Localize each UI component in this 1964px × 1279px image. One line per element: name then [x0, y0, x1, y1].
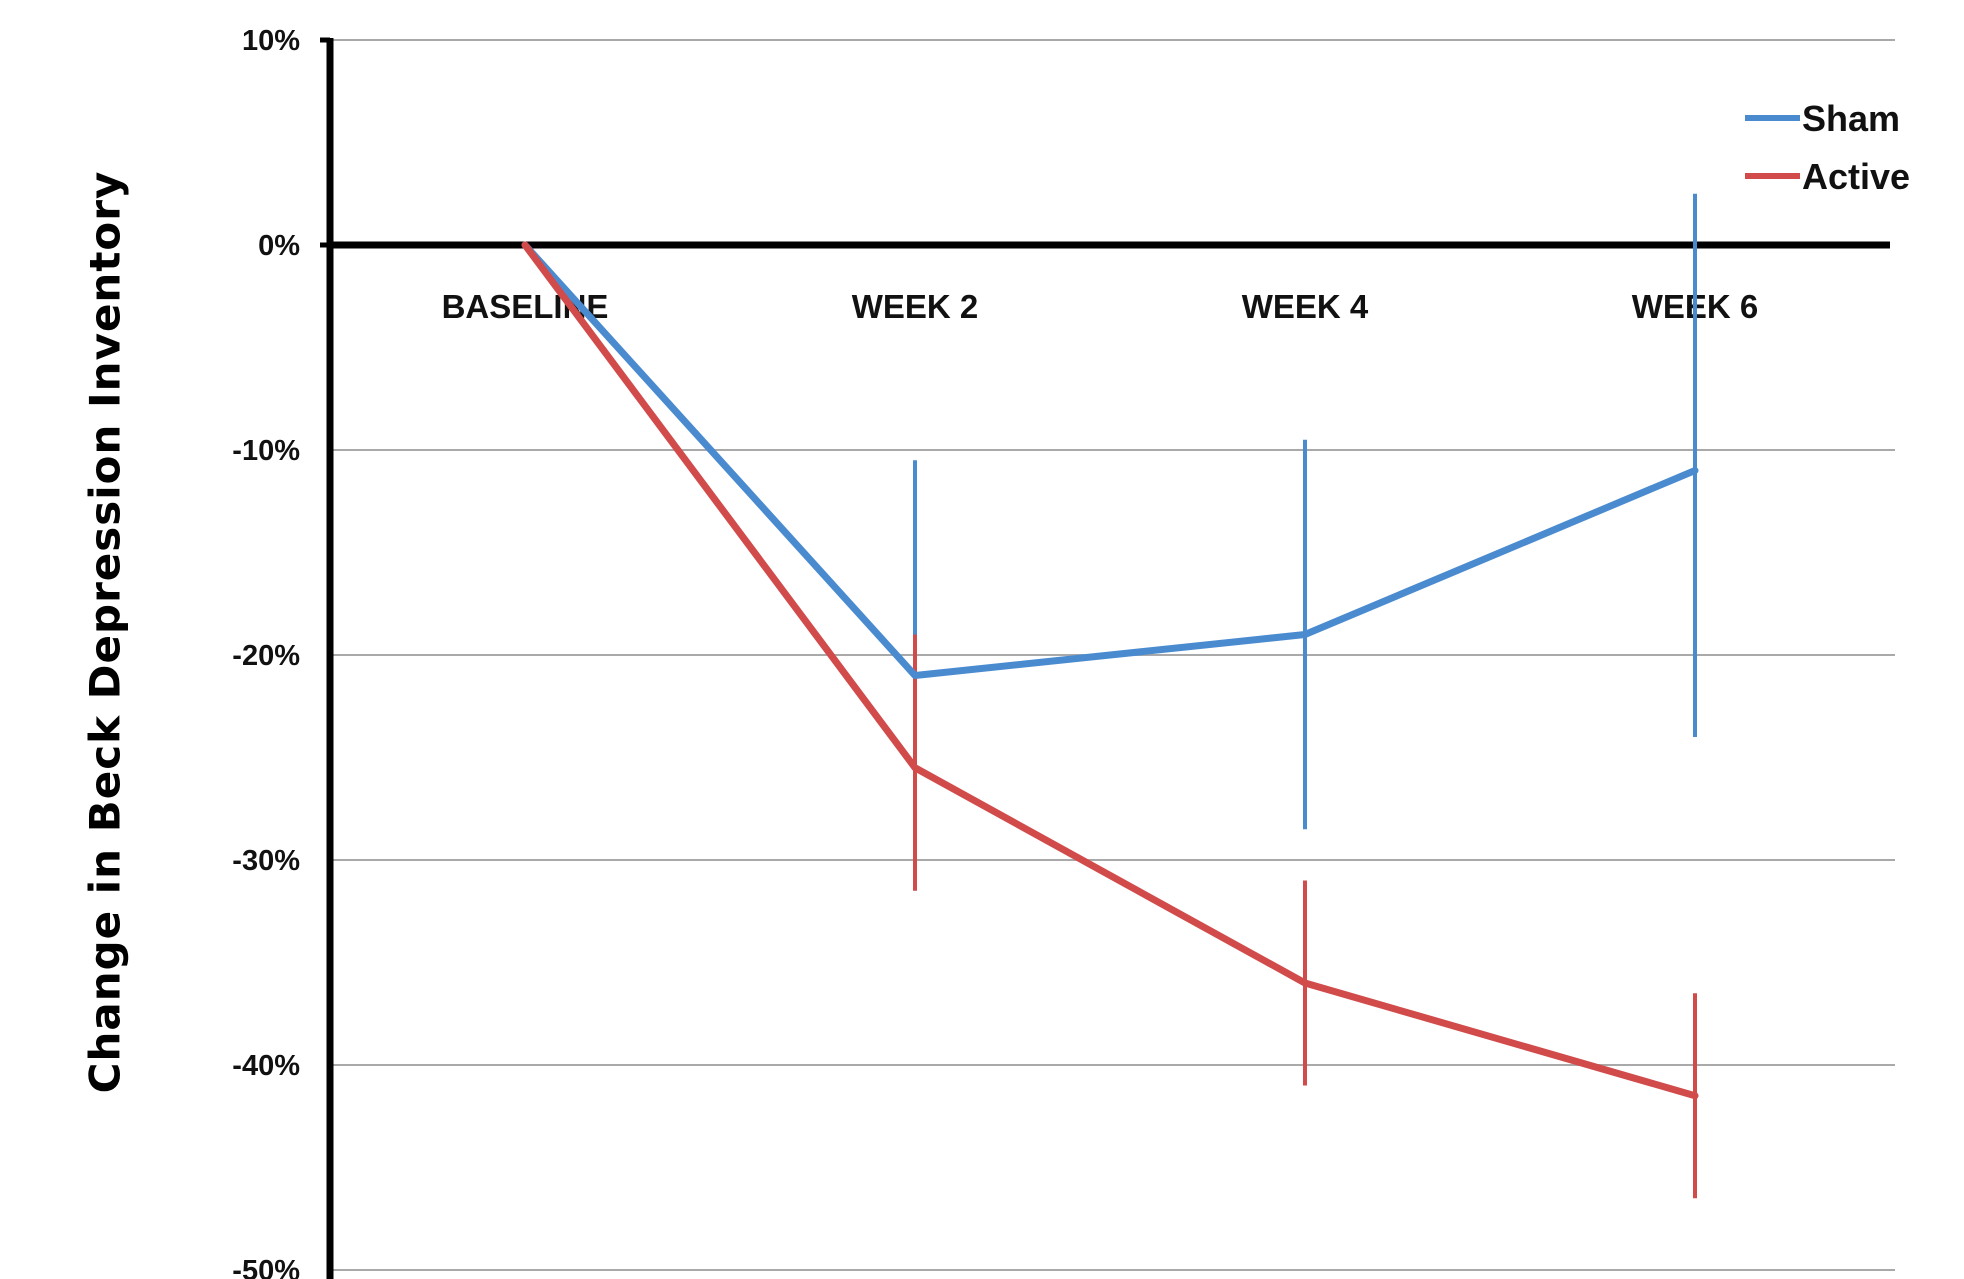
error-bars	[913, 193, 1697, 1199]
y-axis-title: Change in Beck Depression Inventory	[80, 170, 130, 1094]
legend: Sham Active	[1745, 98, 1910, 197]
data-point-active	[1694, 1094, 1696, 1097]
data-point-sham	[914, 674, 916, 677]
y-tick-labels: 10% 0% -10% -20% -30% -40% -50%	[232, 25, 300, 1279]
y-tick-label: -50%	[232, 1255, 300, 1279]
y-axis-title-wrap: Change in Beck Depression Inventory	[0, 0, 200, 1279]
data-point-active	[1304, 982, 1306, 984]
y-tick-label: 0%	[258, 230, 300, 262]
y-tick-label: -30%	[232, 845, 300, 877]
data-point-active	[914, 766, 916, 769]
series-line-sham	[521, 241, 1699, 679]
data-point-sham	[1694, 469, 1696, 472]
x-category-label: WEEK 4	[1242, 288, 1369, 325]
legend-label-active: Active	[1802, 156, 1910, 197]
series-lines	[521, 241, 1699, 1100]
data-point-active	[524, 244, 526, 246]
legend-label-sham: Sham	[1802, 98, 1900, 139]
x-category-labels: BASELINE WEEK 2 WEEK 4 WEEK 6	[442, 288, 1759, 325]
axes	[320, 37, 1890, 1279]
x-category-label: WEEK 2	[852, 288, 979, 325]
data-point-sham	[1304, 633, 1306, 636]
y-tick-label: -40%	[232, 1050, 300, 1082]
y-tick-label: -20%	[232, 640, 300, 672]
y-tick-label: 10%	[242, 25, 300, 57]
y-tick-label: -10%	[232, 435, 300, 467]
series-line-active	[521, 241, 1699, 1100]
